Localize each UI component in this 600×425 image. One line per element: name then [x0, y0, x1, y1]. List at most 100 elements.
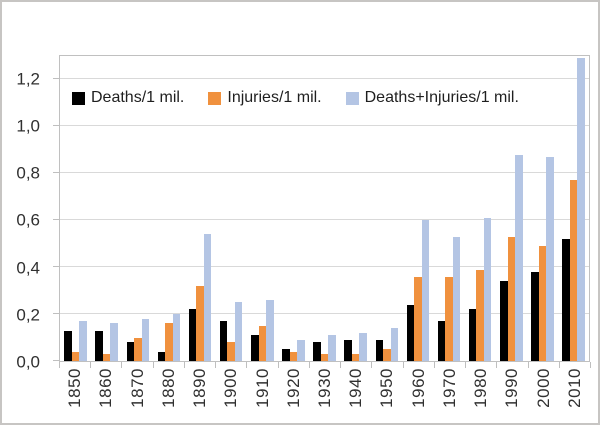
bar-injuries: [476, 269, 484, 361]
x-label-cell: 1960: [403, 368, 434, 422]
x-axis-tick: [152, 362, 154, 368]
bar-group: [247, 56, 278, 361]
x-axis-tick: [340, 362, 342, 368]
x-ticks-layer: [59, 362, 591, 368]
bar-total: [172, 314, 181, 361]
legend-swatch-total-icon: [345, 91, 359, 105]
legend-label-injuries: Injuries/1 mil.: [227, 89, 322, 106]
bar-injuries: [569, 180, 578, 361]
bar-total: [141, 318, 150, 361]
bar-total: [421, 220, 430, 361]
y-axis-tick: [53, 313, 60, 315]
bar-group: [122, 56, 153, 361]
x-label-cell: 1990: [496, 368, 527, 422]
x-label-cell: 1890: [184, 368, 215, 422]
bar-group: [278, 56, 309, 361]
bar-deaths: [251, 335, 259, 361]
x-axis-tick-label: 1930: [314, 368, 334, 408]
bar-injuries: [538, 246, 547, 361]
bar-injuries: [445, 276, 453, 361]
gridline: [60, 125, 589, 127]
bar-group: [465, 56, 496, 361]
y-axis-tick-label: 1,2: [16, 69, 40, 89]
x-axis-tick-label: 1850: [65, 368, 85, 408]
x-axis-tick: [90, 362, 92, 368]
bar-injuries: [507, 236, 516, 361]
x-axis-tick: [59, 362, 60, 368]
x-axis-tick-label: 1940: [346, 368, 366, 408]
bar-injuries: [102, 353, 111, 361]
x-label-cell: 1920: [278, 368, 309, 422]
bar-injuries: [227, 342, 235, 361]
x-axis-tick: [183, 362, 185, 368]
y-axis-tick: [53, 78, 60, 80]
x-axis-tick-label: 1990: [502, 368, 522, 408]
x-axis-tick-label: 1920: [283, 368, 303, 408]
y-axis: 0,0 0,2 0,4 0,6 0,8 1,0 1,2: [2, 55, 46, 370]
bar-total: [328, 335, 336, 361]
bar-total: [515, 154, 523, 361]
x-axis-tick-label: 1900: [221, 368, 241, 408]
x-label-cell: 1860: [90, 368, 121, 422]
legend-label-total: Deaths+Injuries/1 mil.: [364, 89, 519, 106]
legend-item-deaths: Deaths/1 mil.: [72, 89, 184, 107]
x-axis-tick-label: 1890: [190, 368, 210, 408]
bar-injuries: [414, 276, 422, 361]
bar-group: [60, 56, 91, 361]
bar-total: [234, 302, 243, 361]
x-label-cell: 1870: [121, 368, 152, 422]
bar-group: [558, 56, 589, 361]
bar-deaths: [562, 239, 570, 361]
x-axis-tick-label: 1870: [127, 368, 147, 408]
bars-layer: [60, 56, 589, 361]
bar-group: [153, 56, 184, 361]
x-axis-tick-label: 1860: [96, 368, 116, 408]
x-label-cell: 1950: [371, 368, 402, 422]
x-axis-tick-label: 2010: [564, 368, 584, 408]
bar-deaths: [188, 309, 197, 361]
x-axis-tick: [465, 362, 467, 368]
x-label-cell: 1910: [246, 368, 277, 422]
y-axis-tick-label: 0,8: [16, 163, 40, 183]
bar-total: [546, 156, 554, 361]
x-axis-tick-label: 1970: [439, 368, 459, 408]
x-axis-tick: [496, 362, 498, 368]
gridline: [60, 313, 589, 315]
x-axis-tick: [215, 362, 217, 368]
legend-swatch-deaths-icon: [72, 91, 85, 105]
bar-total: [297, 339, 305, 361]
bar-deaths: [157, 351, 166, 361]
bar-deaths: [468, 309, 477, 361]
x-axis-tick-label: 1910: [252, 368, 272, 408]
gridline: [60, 172, 589, 174]
x-axis-tick-label: 1980: [471, 368, 491, 408]
x-axis-tick: [402, 362, 404, 368]
x-axis-tick: [433, 362, 435, 368]
bar-injuries: [196, 285, 204, 361]
x-axis-tick: [121, 362, 123, 368]
x-label-cell: 1880: [153, 368, 184, 422]
bar-injuries: [258, 325, 267, 361]
bar-deaths: [375, 339, 384, 361]
x-axis-tick: [308, 362, 310, 368]
bar-total: [203, 234, 212, 361]
bar-total: [452, 236, 461, 361]
legend-swatch-injuries-icon: [208, 91, 222, 105]
x-label-cell: 1980: [465, 368, 496, 422]
gridline: [60, 266, 589, 268]
bar-deaths: [95, 330, 103, 361]
gridline: [60, 78, 589, 80]
y-axis-tick: [53, 172, 60, 174]
y-axis-tick-label: 1,0: [16, 116, 40, 136]
x-label-cell: 2010: [559, 368, 590, 422]
bar-group: [91, 56, 122, 361]
y-axis-tick: [53, 360, 60, 361]
bar-deaths: [437, 321, 446, 361]
x-axis: 1850 1860 1870 1880 1890 1900 1910 1920 1930 1940…: [59, 368, 590, 422]
bar-group: [309, 56, 340, 361]
bar-group: [402, 56, 433, 361]
y-axis-tick-label: 0,6: [16, 210, 40, 230]
bar-deaths: [282, 349, 290, 361]
y-axis-tick-label: 0,0: [16, 352, 40, 372]
